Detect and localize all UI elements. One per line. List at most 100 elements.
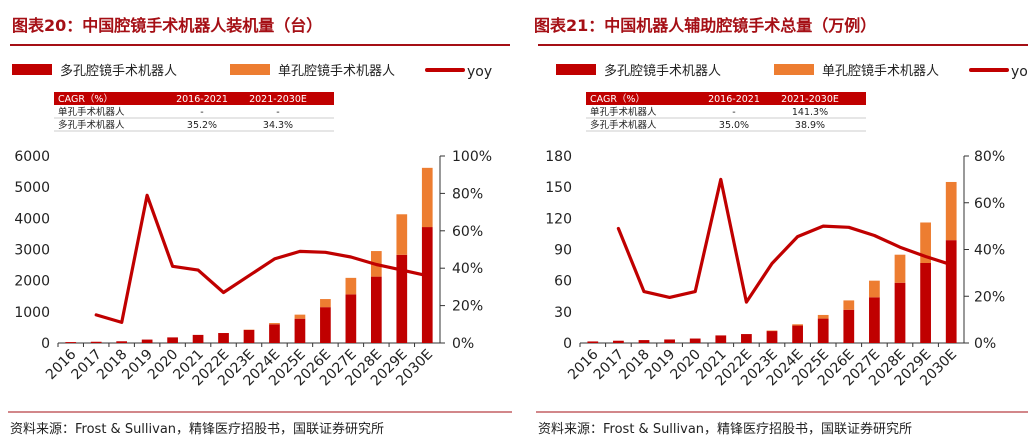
- bar-single-port-2026E: [843, 300, 855, 310]
- legend-swatch-multi-port: [12, 64, 52, 75]
- bars: [587, 181, 957, 343]
- yoy-point: [848, 226, 850, 228]
- cagr-table-cell: 34.3%: [263, 120, 293, 131]
- y-right-tick-label: 80%: [452, 186, 483, 202]
- y-right-tick-label: 0%: [452, 336, 474, 352]
- bar-multi-port-2023E: [766, 331, 778, 343]
- cagr-table-header-cell: 2016-2021: [708, 94, 760, 105]
- yoy-line: [94, 193, 429, 324]
- yoy-point: [720, 178, 722, 180]
- cagr-table-header-bg: [54, 92, 334, 105]
- y-left-tick-label: 60: [554, 274, 572, 290]
- y-right-tick-label: 60%: [452, 224, 483, 240]
- bar-multi-port-2020: [167, 337, 178, 343]
- yoy-point: [273, 258, 275, 260]
- yoy-point: [822, 225, 824, 227]
- y-left-tick-label: 0: [563, 336, 572, 352]
- axes: 0 1000 2000 3000 4000 5000 6000 0% 20% 40% 60% 80% 1…: [14, 149, 492, 389]
- bar-multi-port-2016: [587, 341, 599, 343]
- bar-multi-port-2029E: [920, 263, 931, 343]
- bar-multi-port-2021: [192, 334, 204, 343]
- yoy-point: [950, 264, 952, 266]
- yoy-point: [401, 269, 403, 271]
- y-right-tick-label: 0%: [974, 336, 996, 352]
- bar-single-port-2026E: [320, 299, 331, 308]
- y-left-tick-label: 4000: [14, 211, 50, 227]
- legend-label-multi-port: 多孔腔镜手术机器人: [60, 63, 177, 79]
- chart-legend: 多孔腔镜手术机器人 单孔腔镜手术机器人 yoy: [556, 63, 1028, 80]
- bar-multi-port-2029E: [396, 254, 408, 343]
- yoy-point: [745, 301, 747, 303]
- cagr-table: CAGR（%） 2016-2021 2021-2030E 单孔手术机器人 - - 多孔手术机…: [54, 92, 334, 132]
- bar-multi-port-2028E: [370, 276, 382, 343]
- yoy-point: [426, 275, 428, 277]
- bar-single-port-2029E: [920, 222, 931, 264]
- bar-multi-port-2022E: [741, 334, 752, 343]
- yoy-point: [350, 256, 352, 258]
- yoy-point: [121, 321, 123, 323]
- y-right-tick-label: 100%: [452, 149, 492, 165]
- bar-multi-port-2027E: [869, 297, 880, 343]
- chart-panel-surgeries: 图表21：中国机器人辅助腔镜手术总量（万例） 多孔腔镜手术机器人 单孔腔镜手术机器人…: [534, 16, 1028, 437]
- source-text: 资料来源：Frost & Sullivan，精锋医疗招股书，国联证券研究所: [538, 421, 912, 437]
- y-left-tick-label: 180: [545, 149, 572, 165]
- bar-multi-port-2018: [638, 340, 650, 343]
- bar-multi-port-2025E: [294, 318, 306, 343]
- axes: 03060901201501800%20%40%60%80%2016201720…: [545, 149, 1005, 389]
- cagr-table-header-cell: 2021-2030E: [249, 94, 307, 105]
- bar-multi-port-2017: [613, 340, 624, 343]
- bar-single-port-2028E: [894, 254, 906, 283]
- y-left-tick-label: 1000: [14, 305, 50, 321]
- cagr-table-cell: 单孔手术机器人: [58, 106, 125, 118]
- bar-single-port-2024E: [792, 324, 803, 326]
- cagr-table-cell: 多孔手术机器人: [58, 119, 125, 131]
- y-right-tick-label: 40%: [974, 243, 1005, 259]
- y-left-tick-label: 120: [545, 211, 572, 227]
- cagr-table: CAGR（%） 2016-2021 2021-2030E 单孔手术机器人 - 141.3%…: [586, 92, 866, 132]
- y-left-tick-label: 3000: [14, 243, 50, 259]
- chart-legend: 多孔腔镜手术机器人 单孔腔镜手术机器人 yoy: [12, 63, 492, 80]
- chart-title: 图表20：中国腔镜手术机器人装机量（台）: [12, 16, 322, 35]
- bar-multi-port-2024E: [269, 324, 280, 343]
- bar-multi-port-2022E: [218, 333, 229, 343]
- yoy-point: [617, 227, 619, 229]
- y-left-tick-label: 6000: [14, 149, 50, 165]
- y-right-tick-label: 40%: [452, 261, 483, 277]
- bar-multi-port-2018: [116, 341, 128, 343]
- legend-label-multi-port: 多孔腔镜手术机器人: [604, 63, 721, 79]
- source-text: 资料来源：Frost & Sullivan，精锋医疗招股书，国联证券研究所: [10, 421, 384, 437]
- legend-swatch-single-port: [230, 64, 270, 75]
- yoy-point: [694, 291, 696, 293]
- yoy-line: [616, 177, 953, 304]
- y-left-tick-label: 5000: [14, 180, 50, 196]
- bar-single-port-2027E: [345, 277, 357, 295]
- yoy-point: [299, 250, 301, 252]
- yoy-point: [771, 263, 773, 265]
- yoy-point: [197, 269, 199, 271]
- cagr-table-cell: -: [276, 107, 279, 118]
- yoy-points: [95, 194, 428, 323]
- bar-multi-port-2027E: [345, 294, 357, 343]
- cagr-table-cell: 141.3%: [792, 107, 828, 118]
- bar-multi-port-2021: [715, 335, 727, 343]
- legend-label-yoy: yoy: [467, 64, 492, 80]
- yoy-point: [797, 236, 799, 238]
- cagr-table-header-cell: 2021-2030E: [781, 94, 839, 105]
- bar-multi-port-2024E: [792, 325, 803, 343]
- y-left-tick-label: 0: [41, 336, 50, 352]
- yoy-point: [146, 194, 148, 196]
- bars: [65, 167, 433, 343]
- y-right-tick-label: 20%: [974, 289, 1005, 305]
- bar-multi-port-2030E: [945, 240, 957, 343]
- bar-multi-port-2023E: [243, 329, 255, 343]
- bar-multi-port-2019: [664, 339, 675, 343]
- bar-multi-port-2016: [65, 342, 77, 343]
- y-right-tick-label: 80%: [974, 149, 1005, 165]
- yoy-points: [617, 178, 952, 303]
- yoy-point: [248, 275, 250, 277]
- bar-multi-port-2026E: [843, 309, 855, 343]
- bar-multi-port-2017: [90, 341, 102, 343]
- yoy-point: [643, 291, 645, 293]
- yoy-point: [95, 314, 97, 316]
